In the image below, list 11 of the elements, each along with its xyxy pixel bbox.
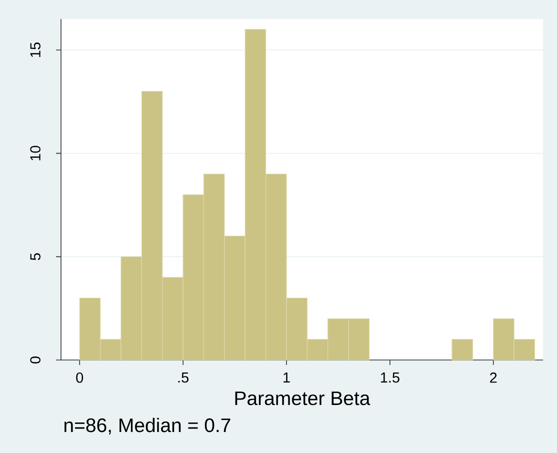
y-tick-label: 5 xyxy=(30,253,40,260)
x-tick-label: 0 xyxy=(76,372,84,383)
x-tick-label: .5 xyxy=(178,372,189,383)
y-tick-label: 15 xyxy=(30,42,40,57)
y-tick-label: 0 xyxy=(30,356,40,364)
x-axis-title: Parameter Beta xyxy=(235,392,370,406)
x-tick-label: 1 xyxy=(284,372,290,383)
text: n=86, Median = 0.7 xyxy=(64,418,230,434)
y-tick-label: 10 xyxy=(30,146,40,160)
x-tick-label: 2 xyxy=(490,372,497,383)
x-tick-label: 1.5 xyxy=(380,372,400,383)
